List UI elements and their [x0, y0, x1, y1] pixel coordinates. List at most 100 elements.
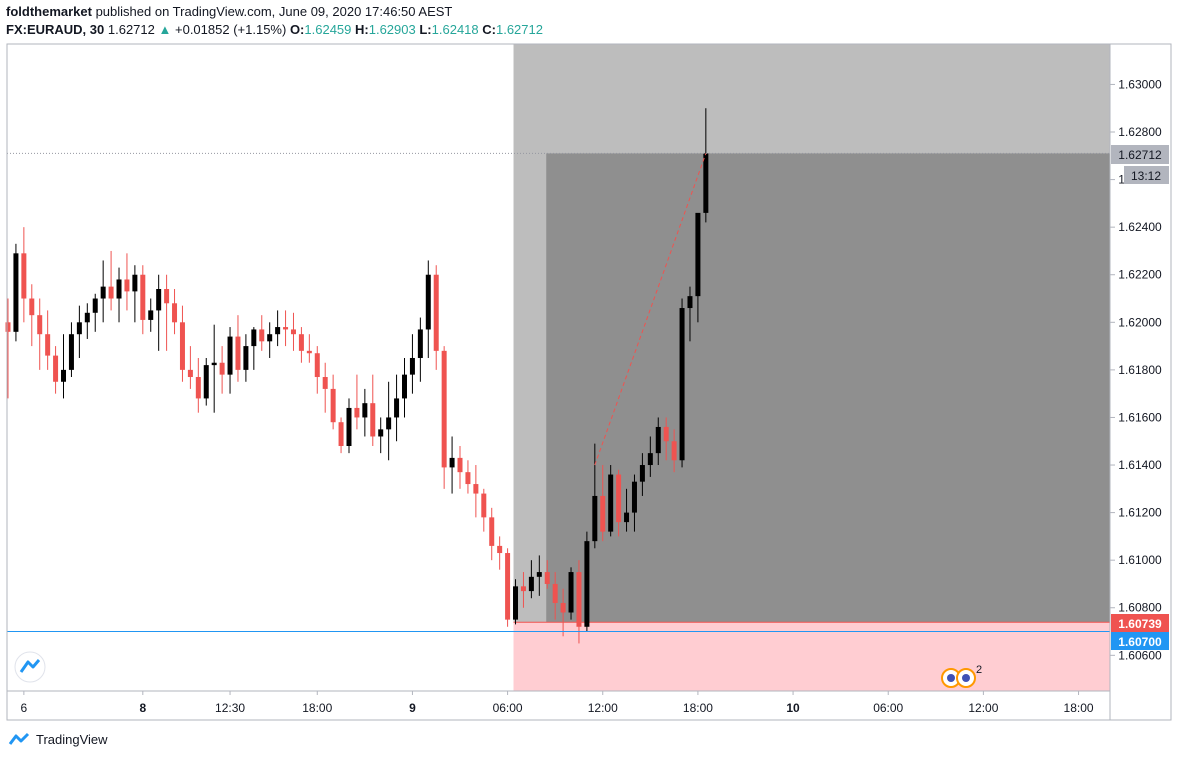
candle[interactable] — [362, 388, 368, 437]
candle[interactable] — [465, 460, 471, 494]
candle[interactable] — [235, 315, 241, 382]
candle[interactable] — [655, 417, 661, 466]
candle[interactable] — [386, 381, 392, 461]
candle[interactable] — [314, 346, 320, 394]
candle[interactable] — [211, 324, 217, 413]
candle[interactable] — [473, 465, 479, 518]
candle[interactable] — [671, 429, 677, 473]
candle[interactable] — [600, 465, 606, 542]
candle[interactable] — [616, 469, 622, 537]
candle[interactable] — [251, 327, 257, 370]
candle[interactable] — [140, 265, 146, 335]
candle[interactable] — [124, 253, 130, 311]
candle[interactable] — [164, 274, 170, 351]
candle[interactable] — [203, 357, 209, 406]
candle[interactable] — [560, 588, 566, 637]
author-name[interactable]: foldthemarket — [6, 4, 92, 19]
candle[interactable] — [195, 357, 201, 413]
candle[interactable] — [497, 536, 503, 570]
candle[interactable] — [354, 374, 360, 430]
footer-brand[interactable]: TradingView — [8, 731, 108, 747]
candle[interactable] — [76, 305, 82, 358]
candle[interactable] — [584, 531, 590, 632]
candle[interactable] — [481, 488, 487, 532]
candle[interactable] — [330, 374, 336, 430]
event-badge[interactable]: 2 — [941, 664, 982, 688]
candle[interactable] — [647, 436, 653, 477]
candle[interactable] — [61, 334, 67, 399]
candle[interactable] — [53, 346, 59, 394]
candle[interactable] — [370, 374, 376, 446]
candle[interactable] — [132, 265, 138, 323]
candle[interactable] — [116, 267, 122, 323]
candle[interactable] — [267, 322, 273, 358]
time-axis[interactable]: 6 8 12:30 18:00 9 06:00 12:00 18:00 10 06:00 12:00… — [21, 691, 1094, 715]
candle[interactable] — [703, 108, 709, 223]
candle[interactable] — [639, 453, 645, 496]
candle[interactable] — [520, 572, 526, 608]
candle[interactable] — [219, 346, 225, 394]
candle[interactable] — [394, 374, 400, 442]
candle[interactable] — [21, 227, 27, 323]
candle[interactable] — [695, 212, 701, 323]
candle[interactable] — [544, 560, 550, 589]
candle[interactable] — [283, 310, 289, 347]
candle[interactable] — [227, 327, 233, 394]
candle[interactable] — [243, 334, 249, 382]
candle[interactable] — [402, 357, 407, 418]
candle[interactable] — [513, 579, 519, 625]
candle[interactable] — [275, 310, 281, 347]
candle[interactable] — [290, 312, 296, 351]
candle[interactable] — [449, 436, 455, 494]
candle[interactable] — [489, 507, 495, 561]
candle[interactable] — [378, 417, 384, 454]
tradingview-logo-icon[interactable] — [14, 651, 46, 683]
candle[interactable] — [346, 398, 352, 454]
price-axis[interactable]: 1.630001.628001.626001.624001.622001.620… — [1110, 77, 1162, 662]
candle[interactable] — [536, 555, 542, 596]
candle[interactable] — [179, 305, 185, 382]
candle-body — [687, 296, 693, 309]
candle[interactable] — [687, 286, 693, 342]
trend-projection-line[interactable] — [594, 153, 707, 466]
candle[interactable] — [409, 334, 415, 394]
candle[interactable] — [45, 310, 51, 370]
candle[interactable] — [624, 488, 630, 532]
candle[interactable] — [528, 560, 534, 599]
candle[interactable] — [425, 260, 431, 358]
candle[interactable] — [68, 322, 74, 378]
candle[interactable] — [259, 315, 265, 351]
candle[interactable] — [156, 274, 162, 351]
candle[interactable] — [29, 284, 35, 347]
candle[interactable] — [457, 445, 463, 489]
candle[interactable] — [306, 334, 312, 363]
candle[interactable] — [552, 572, 558, 620]
candle[interactable] — [631, 474, 637, 532]
candle[interactable] — [505, 548, 511, 627]
candle[interactable] — [84, 303, 90, 339]
candle[interactable] — [298, 327, 304, 363]
candle[interactable] — [592, 443, 598, 549]
candle[interactable] — [322, 362, 328, 413]
candle[interactable] — [441, 346, 447, 489]
candle[interactable] — [663, 417, 669, 461]
candle[interactable] — [13, 243, 19, 342]
candle[interactable] — [172, 289, 178, 335]
candle[interactable] — [417, 317, 423, 382]
candle[interactable] — [5, 298, 11, 399]
candle[interactable] — [37, 298, 43, 370]
candle[interactable] — [433, 265, 439, 370]
candle[interactable] — [576, 560, 582, 644]
candle[interactable] — [608, 465, 614, 537]
position-zones — [513, 44, 1110, 691]
candle[interactable] — [338, 417, 344, 454]
candle[interactable] — [187, 346, 193, 389]
candle[interactable] — [568, 567, 574, 620]
candle[interactable] — [679, 298, 685, 468]
candle[interactable] — [100, 260, 106, 323]
candle[interactable] — [92, 293, 98, 332]
candle[interactable] — [148, 298, 154, 332]
candle[interactable] — [108, 250, 114, 311]
stop-zone[interactable] — [513, 622, 1110, 691]
